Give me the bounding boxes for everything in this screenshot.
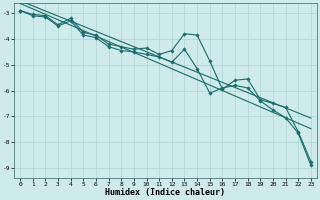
X-axis label: Humidex (Indice chaleur): Humidex (Indice chaleur) xyxy=(106,188,226,197)
